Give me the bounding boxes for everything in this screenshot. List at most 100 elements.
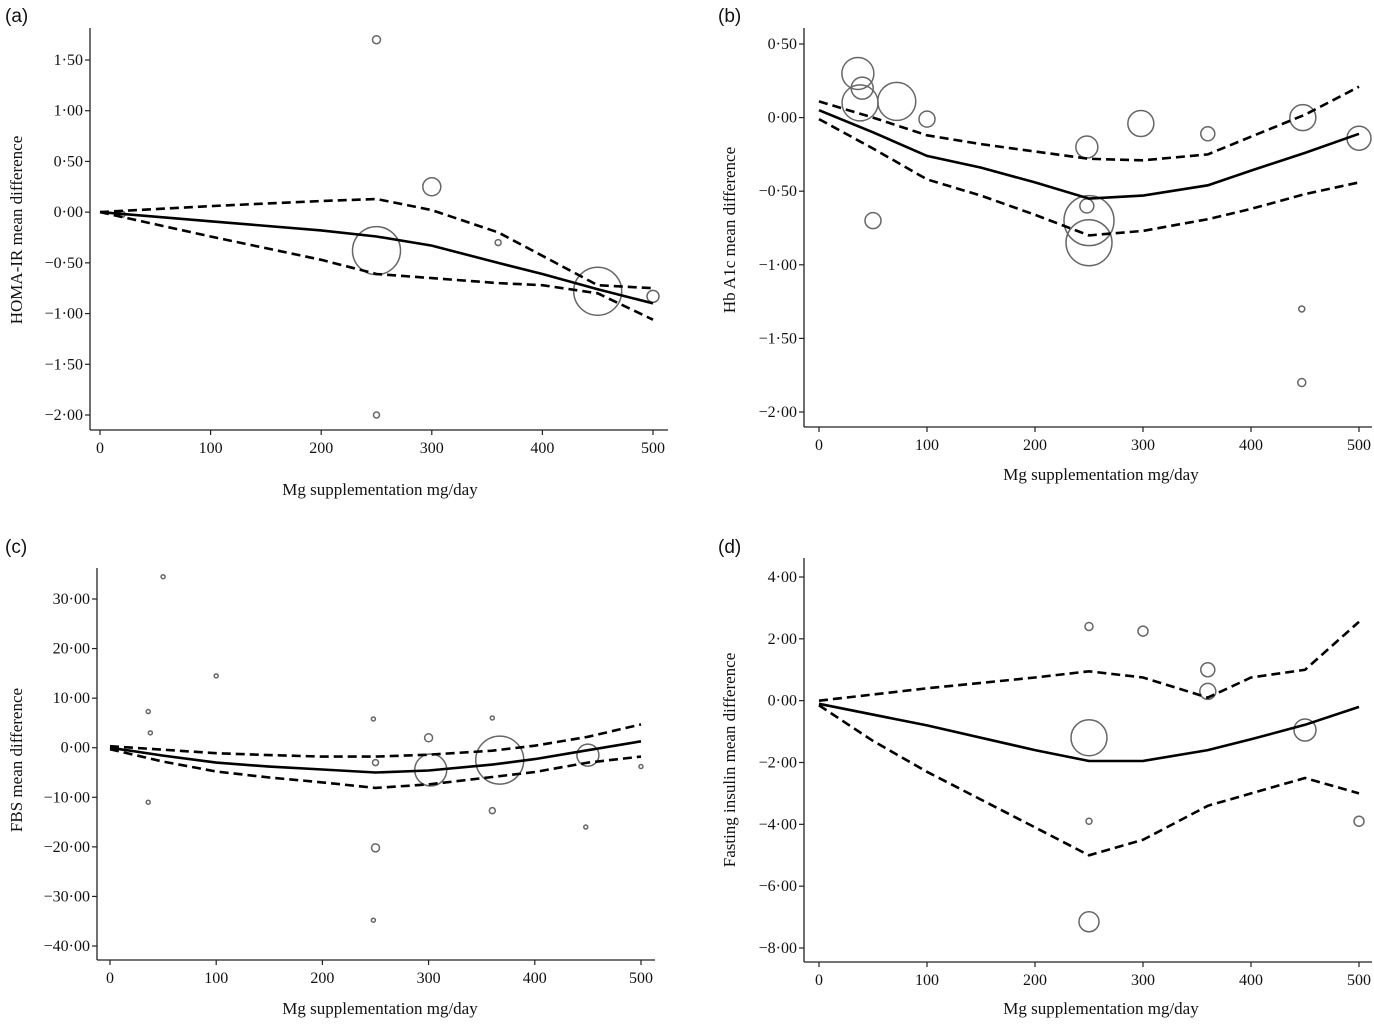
y-tick-label: −0·50 bbox=[759, 183, 797, 200]
study-point bbox=[646, 289, 660, 304]
study-point bbox=[572, 266, 623, 317]
study-point bbox=[583, 824, 589, 830]
study-point bbox=[1346, 125, 1372, 151]
x-tick-label: 200 bbox=[1023, 437, 1047, 454]
x-tick-label: 300 bbox=[417, 970, 441, 987]
study-point bbox=[1293, 718, 1317, 742]
y-tick-label: −30·00 bbox=[44, 888, 90, 905]
y-tick-label: −20·00 bbox=[44, 839, 90, 856]
x-tick-label: 200 bbox=[310, 970, 334, 987]
study-point bbox=[213, 673, 219, 679]
study-point bbox=[160, 573, 166, 580]
y-tick-label: −4·00 bbox=[759, 816, 797, 833]
study-point bbox=[1065, 218, 1113, 267]
y-tick-label: 0·00 bbox=[61, 740, 90, 757]
panel-d: (d) 4·00 2·00 0·00 −2·00 −4·00 −6·00 −8·00 0 100 2… bbox=[718, 537, 1372, 1018]
study-point bbox=[877, 81, 917, 122]
study-point bbox=[1200, 662, 1216, 678]
dose-response-line bbox=[99, 210, 654, 305]
study-point bbox=[147, 730, 154, 736]
study-point bbox=[1079, 198, 1095, 214]
x-axis-title: Mg supplementation mg/day bbox=[282, 999, 478, 1018]
study-point bbox=[371, 34, 382, 45]
x-tick-label: 400 bbox=[1239, 437, 1263, 454]
study-point bbox=[1289, 103, 1317, 132]
study-point bbox=[489, 715, 496, 721]
panel-c: (c) 30·00 20·00 10·00 0·00 −10·00 −20·00 −30·00… bbox=[5, 537, 655, 1018]
x-tick-label: 500 bbox=[1347, 972, 1371, 989]
panel-label: (a) bbox=[5, 6, 28, 27]
study-point bbox=[1078, 910, 1100, 933]
y-tick-label: 0·50 bbox=[768, 36, 797, 53]
x-tick-label: 100 bbox=[204, 970, 228, 987]
x-tick-label: 400 bbox=[523, 970, 547, 987]
panel-b: (b) 0·50 0·00 −0·50 −1·00 −1·50 −2·00 0 100 200 30… bbox=[718, 6, 1372, 484]
confidence-interval-line bbox=[109, 723, 642, 758]
confidence-interval-line bbox=[818, 704, 1360, 857]
study-point bbox=[145, 799, 151, 805]
study-point bbox=[841, 56, 875, 91]
confidence-interval-line bbox=[109, 747, 642, 790]
x-axis-title: Mg supplementation mg/day bbox=[1003, 465, 1199, 484]
study-point bbox=[145, 708, 151, 715]
study-point bbox=[370, 716, 377, 722]
dose-response-line bbox=[818, 702, 1360, 763]
x-tick-label: 0 bbox=[106, 970, 114, 987]
study-point bbox=[1200, 126, 1216, 142]
y-tick-label: −6·00 bbox=[759, 878, 797, 895]
study-point bbox=[1353, 815, 1365, 827]
y-tick-label: −10·00 bbox=[44, 789, 90, 806]
y-tick-label: 1·50 bbox=[54, 52, 83, 69]
x-tick-label: 100 bbox=[915, 437, 939, 454]
x-tick-label: 200 bbox=[1023, 972, 1047, 989]
x-tick-label: 200 bbox=[309, 440, 333, 457]
y-tick-label: 0·00 bbox=[54, 204, 83, 221]
y-axis-title: FBS mean difference bbox=[7, 688, 26, 832]
study-point bbox=[1085, 817, 1093, 825]
x-tick-label: 0 bbox=[96, 440, 104, 457]
study-point bbox=[1199, 682, 1217, 701]
y-tick-label: 30·00 bbox=[53, 591, 90, 608]
dose-response-line bbox=[109, 740, 642, 774]
study-point bbox=[488, 806, 497, 815]
y-tick-label: 0·00 bbox=[768, 693, 797, 710]
y-tick-label: −2·00 bbox=[759, 755, 797, 772]
study-point bbox=[1084, 621, 1094, 632]
y-tick-label: −1·00 bbox=[45, 306, 83, 323]
y-tick-label: −1·50 bbox=[759, 330, 797, 347]
x-tick-label: 300 bbox=[420, 440, 444, 457]
y-axis-title: Hb A1c mean difference bbox=[720, 147, 739, 313]
y-tick-label: −8·00 bbox=[759, 940, 797, 957]
x-tick-label: 400 bbox=[1239, 972, 1263, 989]
study-point bbox=[1298, 305, 1306, 313]
confidence-interval-line bbox=[818, 620, 1360, 702]
y-tick-label: −1·00 bbox=[759, 257, 797, 274]
study-point bbox=[494, 238, 502, 247]
y-tick-label: 10·00 bbox=[53, 690, 90, 707]
panel-label: (b) bbox=[718, 6, 741, 27]
x-axis-title: Mg supplementation mg/day bbox=[282, 480, 478, 499]
study-point bbox=[423, 733, 434, 743]
study-point bbox=[370, 917, 377, 923]
x-tick-label: 100 bbox=[199, 440, 223, 457]
x-tick-label: 0 bbox=[815, 437, 823, 454]
y-tick-label: 0·50 bbox=[54, 153, 83, 170]
study-point bbox=[370, 843, 381, 853]
study-point bbox=[1075, 135, 1099, 159]
confidence-interval-line bbox=[818, 85, 1360, 162]
x-tick-label: 300 bbox=[1131, 437, 1155, 454]
y-axis-title: Fasting insulin mean difference bbox=[720, 653, 739, 868]
y-tick-label: −40·00 bbox=[44, 938, 90, 955]
study-point bbox=[576, 743, 600, 767]
y-tick-label: −2·00 bbox=[759, 404, 797, 421]
study-point bbox=[1127, 109, 1155, 138]
y-tick-label: 1·00 bbox=[54, 103, 83, 120]
study-point bbox=[372, 411, 381, 419]
y-tick-label: 4·00 bbox=[768, 569, 797, 586]
y-tick-label: 0·00 bbox=[768, 110, 797, 127]
confidence-interval-line bbox=[99, 210, 654, 321]
study-point bbox=[371, 758, 380, 767]
study-point bbox=[1070, 719, 1108, 757]
